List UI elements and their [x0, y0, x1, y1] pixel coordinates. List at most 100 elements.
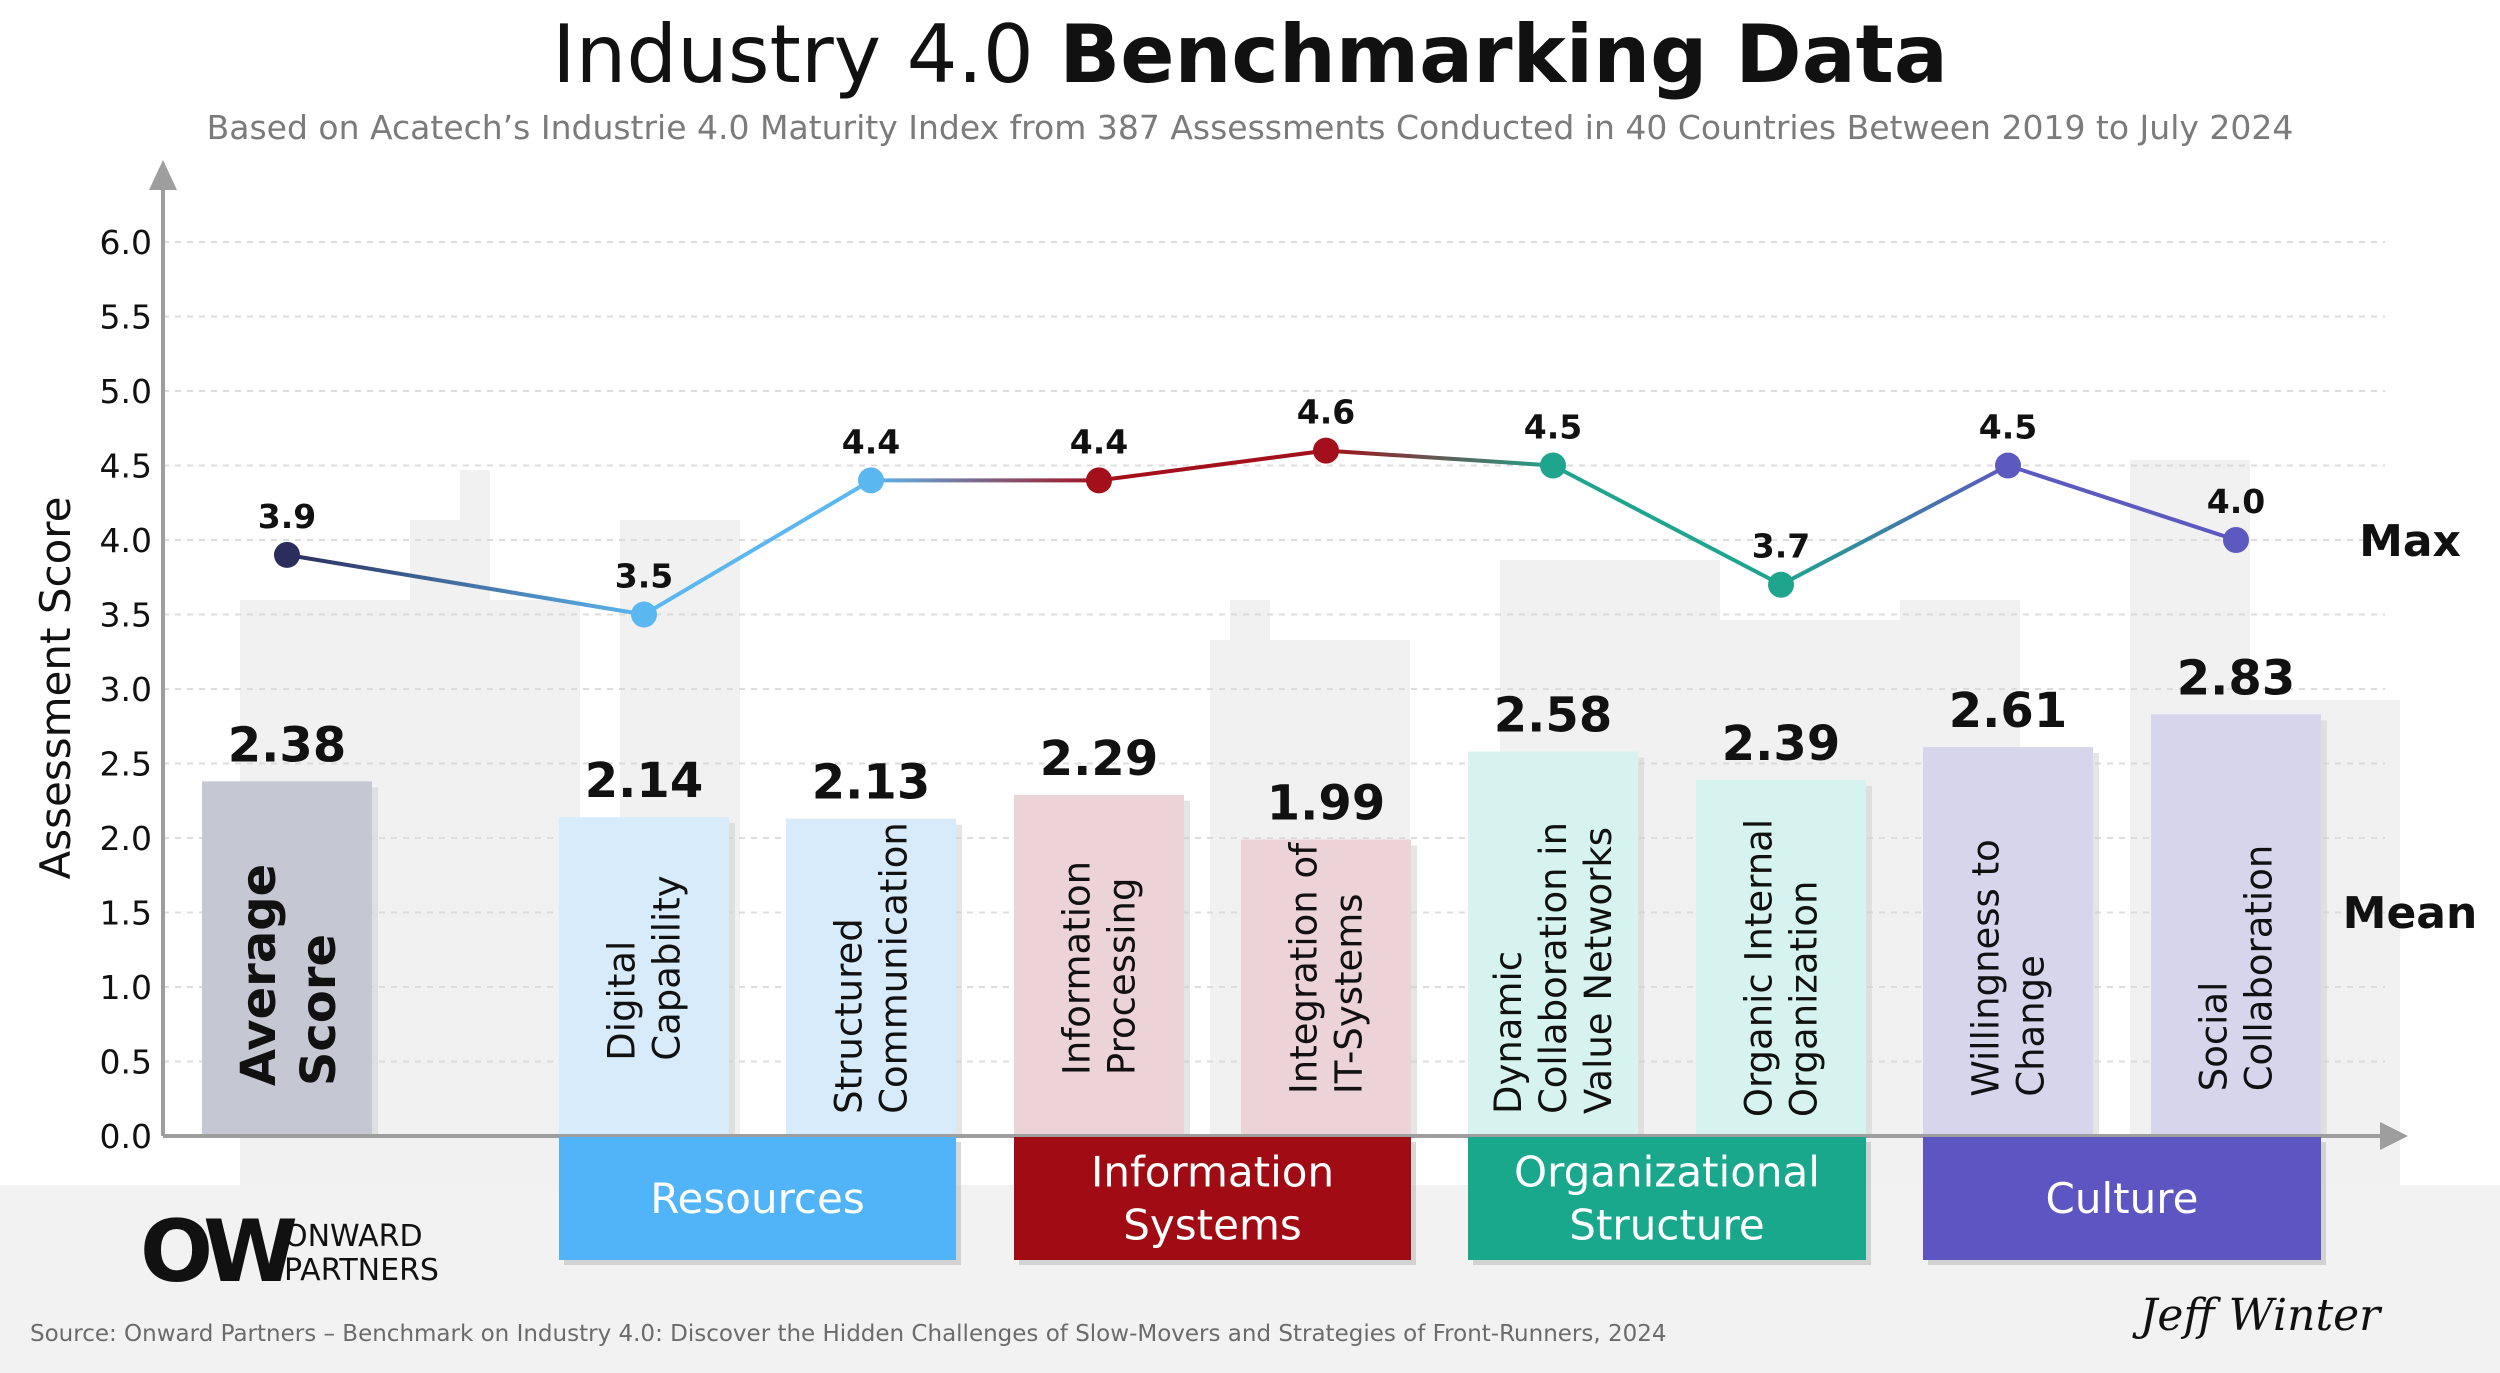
max-point	[1313, 437, 1339, 464]
category-label: SocialCollaboration	[2193, 845, 2281, 1092]
category-label-line: Willingness to	[1965, 839, 2008, 1097]
group-label-line: Organizational	[1514, 1148, 1820, 1197]
max-line-segment	[1325, 448, 1554, 468]
max-point	[274, 541, 300, 568]
group-label-line: Information	[1091, 1148, 1334, 1197]
max-value-label: 4.6	[1297, 393, 1355, 432]
category-label-line: Social	[2193, 982, 2236, 1092]
group-box	[1014, 1137, 1411, 1260]
category-label-line: Communication	[873, 822, 916, 1114]
bar-value-label: 2.61	[1949, 683, 2067, 739]
max-line-segment	[286, 552, 645, 617]
chart-title: Industry 4.0 Benchmarking Data	[552, 8, 1948, 101]
bar-value-label: 2.29	[1040, 731, 1158, 787]
max-value-label: 3.5	[615, 557, 673, 596]
title-regular: Industry 4.0	[552, 8, 1059, 101]
y-tick-label: 2.0	[100, 819, 152, 858]
max-point	[1086, 467, 1112, 494]
category-label-line: Information	[1056, 861, 1099, 1075]
category-label-line: Organization	[1783, 881, 1826, 1118]
y-tick-label: 5.5	[100, 298, 152, 337]
category-label-line: Average	[231, 864, 287, 1086]
max-point	[2223, 527, 2249, 553]
category-label-line: IT-Systems	[1328, 893, 1371, 1094]
bar	[1014, 794, 1184, 1136]
bar-value-label: 2.39	[1722, 716, 1840, 772]
group-label: Culture	[2046, 1174, 2199, 1223]
bars: 2.38 AverageScore 2.14 DigitalCapability 2.1…	[202, 650, 2327, 1136]
source-note: Source: Onward Partners – Benchmark on I…	[30, 1321, 1667, 1347]
bar-value-label: 2.13	[812, 755, 930, 811]
max-line-segment	[642, 478, 873, 617]
y-tick-label: 0.0	[100, 1117, 152, 1156]
y-tick-label: 6.0	[100, 223, 152, 262]
max-line-segment	[1780, 463, 2009, 587]
max-value-label: 4.4	[1070, 422, 1128, 461]
max-line-segment	[1098, 448, 1327, 483]
y-axis-label: Assessment Score	[31, 497, 80, 880]
category-label: DigitalCapability	[601, 875, 689, 1060]
bar-value-label: 2.83	[2177, 650, 2295, 706]
group-label: Resources	[650, 1174, 865, 1223]
category-label-line: Score	[291, 934, 347, 1086]
chart-subtitle: Based on Acatech’s Industrie 4.0 Maturit…	[207, 108, 2294, 147]
category-label-line: Processing	[1101, 878, 1144, 1076]
max-value-label: 4.5	[1979, 408, 2037, 447]
axes: 0.0 0.5 1.0 1.5 2.0 2.5 3.0 3.5 4.0 4.5 5.0 5.5 6.0	[100, 160, 2408, 1156]
category-label-line: Capability	[646, 875, 689, 1060]
max-line-segment	[1552, 463, 1782, 587]
y-tick-label: 3.0	[100, 670, 152, 709]
bar	[559, 817, 729, 1136]
category-label-line: Structured	[828, 918, 871, 1114]
bar-value-label: 1.99	[1267, 775, 1385, 831]
max-line: 3.9 3.5 4.4 4.4 4.6 4.5 3.7 4.5 4.0	[258, 393, 2265, 628]
max-value-label: 3.7	[1752, 527, 1810, 566]
category-label: Willingness toChange	[1965, 839, 2053, 1097]
category-label-line: Integration of	[1283, 842, 1326, 1094]
category-label-line: Dynamic	[1487, 951, 1530, 1114]
category-groups: Resources Information Systems Organizationa…	[559, 1137, 2326, 1265]
bar	[202, 781, 372, 1136]
bar	[1923, 747, 2093, 1136]
group-box	[1468, 1137, 1866, 1260]
max-point	[631, 601, 657, 628]
group-label-line: Systems	[1123, 1201, 1302, 1250]
y-tick-label: 1.0	[100, 968, 152, 1007]
x-axis-arrow	[2380, 1122, 2408, 1150]
group-box	[559, 1137, 956, 1260]
bar	[1241, 839, 1411, 1136]
onward-partners-logo: OW ONWARD PARTNERS	[140, 1202, 439, 1302]
bar	[1468, 751, 1638, 1136]
group-box	[1923, 1137, 2321, 1260]
category-label-line: Organic Internal	[1738, 819, 1781, 1117]
category-label: DynamicCollaboration inValue Networks	[1487, 822, 1620, 1114]
legend-mean: Mean	[2343, 888, 2478, 939]
max-line-segment	[2007, 463, 2237, 542]
max-point	[1540, 452, 1566, 479]
category-label: AverageScore	[231, 864, 347, 1086]
category-label: InformationProcessing	[1056, 861, 1144, 1075]
y-tick-label: 4.0	[100, 521, 152, 560]
group-label-line: Resources	[650, 1174, 865, 1223]
bar-value-label: 2.58	[1494, 688, 1612, 744]
logo-line-2: PARTNERS	[284, 1253, 439, 1288]
y-tick-label: 1.5	[100, 894, 152, 933]
category-label: Integration ofIT-Systems	[1283, 842, 1371, 1094]
max-value-label: 3.9	[258, 497, 316, 536]
max-point	[858, 467, 884, 494]
group-label-line: Structure	[1569, 1201, 1764, 1250]
logo-line-1: ONWARD	[284, 1219, 423, 1254]
category-label-line: Digital	[601, 941, 644, 1061]
y-tick-label: 4.5	[100, 447, 152, 486]
category-label-line: Value Networks	[1577, 827, 1620, 1114]
bar-value-label: 2.14	[585, 753, 703, 809]
legend-max: Max	[2359, 516, 2461, 567]
category-label-line: Collaboration	[2238, 845, 2281, 1092]
title-bold: Benchmarking Data	[1059, 8, 1948, 101]
signature: Jeff Winter	[2132, 1290, 2383, 1341]
max-value-label: 4.0	[2207, 482, 2265, 521]
bar	[2151, 714, 2321, 1136]
group-label-line: Culture	[2046, 1174, 2199, 1223]
category-label: Organic InternalOrganization	[1738, 819, 1826, 1117]
category-label-line: Change	[2010, 955, 2053, 1097]
